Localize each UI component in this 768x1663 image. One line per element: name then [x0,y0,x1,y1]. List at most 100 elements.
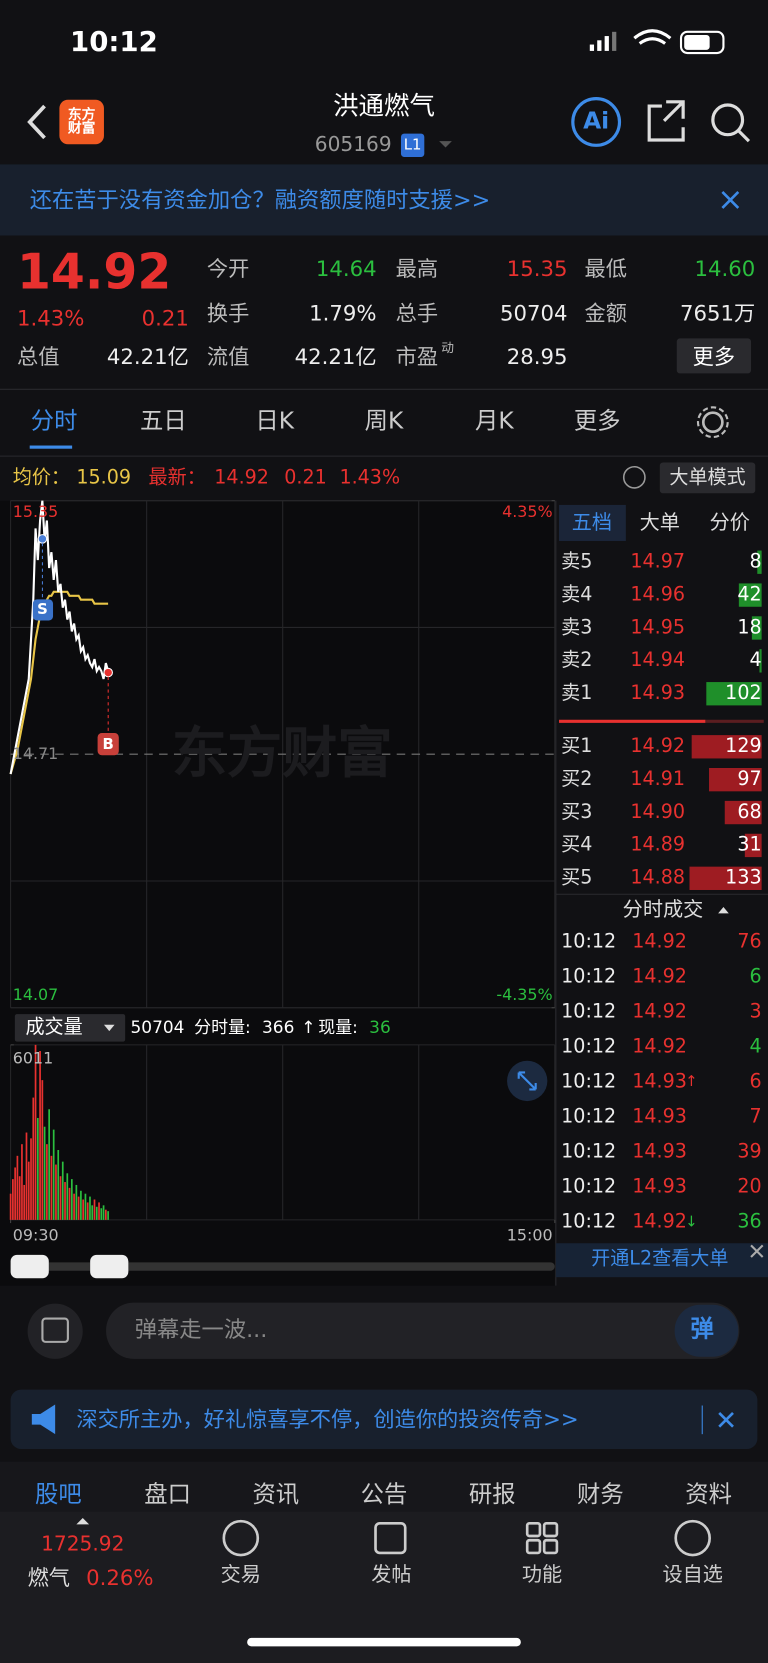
comment-button-text[interactable]: 弹 [690,1316,714,1343]
volume-bar [86,1202,89,1220]
volume-bar [61,1161,64,1220]
danmaku-icon[interactable] [27,1303,83,1359]
footer-item[interactable]: 交易 [220,1563,261,1587]
slider-track[interactable] [10,1262,555,1271]
danmaku-glyph [41,1317,69,1343]
footer-item[interactable]: 功能 [521,1563,563,1587]
footer-item[interactable]: 设自选 [662,1563,723,1587]
tab[interactable]: 更多 [573,408,621,435]
caret[interactable] [439,141,452,148]
trade-time: 10:12 [561,1175,617,1198]
trade-volume: 7 [749,1105,762,1128]
volume-bar [82,1199,85,1220]
stat-value: 50704 [500,300,568,326]
stat-value: 1.79% [309,300,377,326]
clock: 10:12 [70,26,158,59]
sell-marker [32,599,54,621]
last-dot [103,667,113,678]
tab[interactable]: 月K [474,408,514,435]
level-label: 卖2 [561,649,593,672]
volume-bar [84,1193,87,1220]
trade-icon[interactable] [222,1519,260,1557]
volume-bar [70,1179,73,1220]
banner-text[interactable]: 还在苦于没有资金加仓？融资额度随时支援>> [29,187,491,213]
help-icon[interactable] [622,465,646,489]
tab[interactable]: 分时 [30,408,78,435]
ad-bg[interactable] [10,1389,758,1450]
volume-bar [27,1161,30,1220]
price: 14.92 [16,242,172,301]
content-tab[interactable]: 研报 [468,1481,516,1509]
x-tick-label: 09:30 [12,1225,59,1245]
content-tab[interactable]: 财务 [577,1481,624,1509]
y-tick-label: 14.07 [12,984,59,1005]
tab[interactable]: 日K [255,408,295,435]
index-name: 燃气 [27,1564,71,1591]
search-icon[interactable] [711,103,745,137]
book-tab[interactable]: 大单 [639,510,680,535]
comment-input[interactable] [106,1302,740,1359]
share-icon[interactable] [647,100,685,142]
close-banner[interactable] [721,191,740,209]
volume-bar [9,1193,12,1220]
logo-text: 东方财富 [67,107,96,137]
volume-dropdown[interactable] [14,1014,126,1042]
slider-handle[interactable] [90,1254,129,1279]
function-icon[interactable] [525,1521,559,1555]
trade-price: 14.93 [632,1175,687,1198]
ad-close[interactable] [718,1412,734,1428]
mode-button[interactable] [659,462,756,494]
buy-marker [97,732,119,756]
promo-close[interactable] [750,1244,764,1258]
footer-item[interactable]: 发帖 [371,1563,412,1587]
ad-text[interactable]: 深交所主办，好礼惊喜享不停，创造你的投资传奇>> [76,1406,579,1433]
post-icon[interactable] [374,1521,407,1555]
promo-bg[interactable] [555,1243,768,1278]
level-price: 14.95 [630,616,686,639]
trade-price: 14.92 [632,965,687,988]
level-volume: 4 [749,649,762,672]
book-tab[interactable]: 五档 [571,510,613,535]
level-label: 买1 [561,735,593,758]
content-tab[interactable]: 公告 [360,1481,408,1509]
trade-price: 14.93 [632,1070,687,1093]
ai-button[interactable]: Ai [583,108,610,135]
volume-bar [73,1193,75,1220]
logo [59,99,104,145]
trade-volume: 76 [737,930,762,953]
l2-promo[interactable]: 开通L2查看大单 [591,1247,729,1270]
level-volume: 97 [737,767,762,791]
more-button[interactable] [676,338,752,374]
level-label: 卖5 [561,550,593,573]
trades-caret [718,906,729,914]
content-tab[interactable]: 资讯 [252,1481,300,1509]
level-label: 卖4 [561,583,593,606]
battery [679,30,725,55]
content-tab[interactable]: 股吧 [34,1481,82,1509]
book-tab[interactable]: 分价 [709,510,750,535]
content-tab[interactable]: 盘口 [144,1481,191,1509]
settings-icon[interactable] [701,411,724,434]
comment-button[interactable] [674,1304,739,1357]
comment-placeholder[interactable]: 弹幕走一波... [134,1316,268,1343]
slider-handle[interactable] [10,1254,49,1279]
mode-button[interactable]: 大单模式 [669,466,746,490]
expand-arrows [517,1071,537,1091]
watchlist-icon[interactable] [674,1519,711,1557]
tab[interactable]: 周K [364,408,404,435]
ai-icon[interactable] [571,97,622,147]
more-button[interactable]: 更多 [692,343,736,370]
back-icon[interactable] [27,104,46,140]
trade-time: 10:12 [561,1140,617,1163]
trades-title: 分时成交 [622,897,704,922]
stat-label: 最低 [584,255,627,282]
banner[interactable] [0,164,768,236]
content-tab[interactable]: 资料 [685,1481,732,1509]
y-tick-label: 15.35 [12,502,59,522]
volume-bar [100,1208,103,1220]
volume-title[interactable]: 成交量 [25,1016,83,1039]
tab[interactable]: 五日 [140,408,187,435]
volume-bar [55,1164,57,1220]
volume-bar [34,1044,37,1220]
